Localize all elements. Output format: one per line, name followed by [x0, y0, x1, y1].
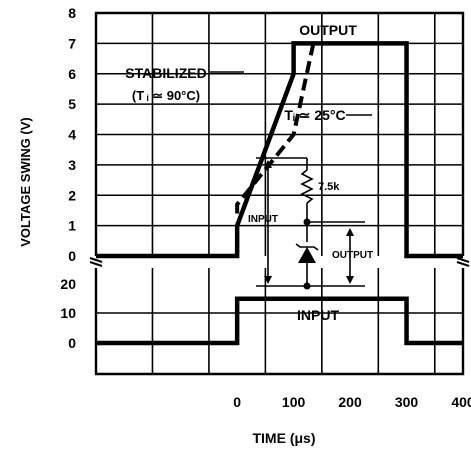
input-series-label: INPUT — [297, 307, 339, 323]
axis-break-mark — [89, 257, 103, 263]
y-tick-label: 6 — [68, 66, 76, 82]
y-tick-label: 10 — [60, 305, 76, 321]
y-tick-label: 1 — [68, 218, 76, 234]
y-tick-label: 0 — [68, 248, 76, 264]
stabilized-temp-label: (T ᵢ ≃ 90°C) — [132, 88, 200, 103]
axis-break-mark — [89, 261, 103, 267]
x-tick-label: 100 — [282, 394, 306, 410]
circuit-input-label: INPUT — [248, 214, 278, 225]
y-tick-label: 7 — [68, 35, 76, 51]
circuit-output-label: OUTPUT — [332, 250, 373, 261]
output-25c-dashed-line — [235, 42, 316, 214]
lower-panel-frame — [94, 268, 465, 376]
output-arrow-head — [346, 228, 354, 236]
y-tick-label: 4 — [68, 127, 76, 143]
input-pulse-line — [96, 296, 463, 346]
x-tick-label: 400 — [451, 394, 471, 410]
y-axis-label: VOLTAGE SWING (V) — [18, 117, 33, 247]
axis-break-mark — [456, 261, 470, 267]
y-tick-label: 2 — [68, 187, 76, 203]
circuit-inset — [256, 157, 365, 290]
upper-panel-frame — [94, 11, 465, 256]
zener-diode-symbol — [298, 247, 316, 263]
axis-break-mark — [456, 257, 470, 263]
y-tick-label: 0 — [68, 335, 76, 351]
resistor-label: 7.5k — [318, 181, 340, 193]
x-tick-label: 200 — [338, 394, 362, 410]
x-tick-label: 0 — [233, 394, 241, 410]
stabilized-label: STABILIZED — [125, 65, 206, 81]
y-tick-label: 5 — [68, 96, 76, 112]
series-layer — [96, 41, 463, 346]
x-axis-label: TIME (μs) — [252, 430, 315, 446]
resistor-symbol — [300, 169, 314, 204]
input-arrow-head — [264, 160, 272, 168]
dashed-series-label: Tᵢ ≃ 25°C — [284, 107, 345, 123]
output-series-label: OUTPUT — [299, 22, 357, 38]
zener-bar — [295, 243, 319, 251]
output-stabilized-line — [96, 41, 463, 259]
y-tick-label: 8 — [68, 5, 76, 21]
x-tick-label: 300 — [395, 394, 419, 410]
y-tick-label: 3 — [68, 157, 76, 173]
frame-layer — [89, 11, 470, 376]
output-arrow-head — [346, 276, 354, 284]
input-arrow-head — [264, 276, 272, 284]
y-tick-label: 20 — [60, 276, 76, 292]
